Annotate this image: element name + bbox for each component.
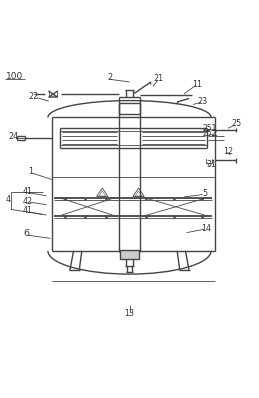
Text: 11: 11 bbox=[192, 80, 202, 89]
Text: 24: 24 bbox=[8, 133, 19, 141]
Text: 41: 41 bbox=[23, 206, 33, 215]
Text: 13: 13 bbox=[125, 309, 134, 318]
Text: 1: 1 bbox=[28, 167, 33, 176]
Text: 22: 22 bbox=[28, 92, 38, 101]
Text: 252: 252 bbox=[202, 129, 217, 138]
Text: 12: 12 bbox=[223, 146, 233, 156]
Bar bbox=[120, 250, 139, 259]
Text: 6: 6 bbox=[23, 230, 29, 238]
Text: 21: 21 bbox=[153, 74, 163, 83]
Text: 100: 100 bbox=[6, 72, 24, 81]
Text: 25: 25 bbox=[231, 119, 241, 129]
Text: 14: 14 bbox=[201, 224, 211, 232]
Text: 23: 23 bbox=[197, 97, 207, 105]
Text: 41: 41 bbox=[23, 187, 33, 196]
Text: 5: 5 bbox=[202, 189, 207, 198]
Text: 251: 251 bbox=[202, 124, 217, 133]
Text: 2: 2 bbox=[107, 73, 113, 82]
Text: 4: 4 bbox=[5, 195, 10, 203]
Text: 31: 31 bbox=[206, 160, 216, 169]
Text: 42: 42 bbox=[23, 197, 33, 206]
